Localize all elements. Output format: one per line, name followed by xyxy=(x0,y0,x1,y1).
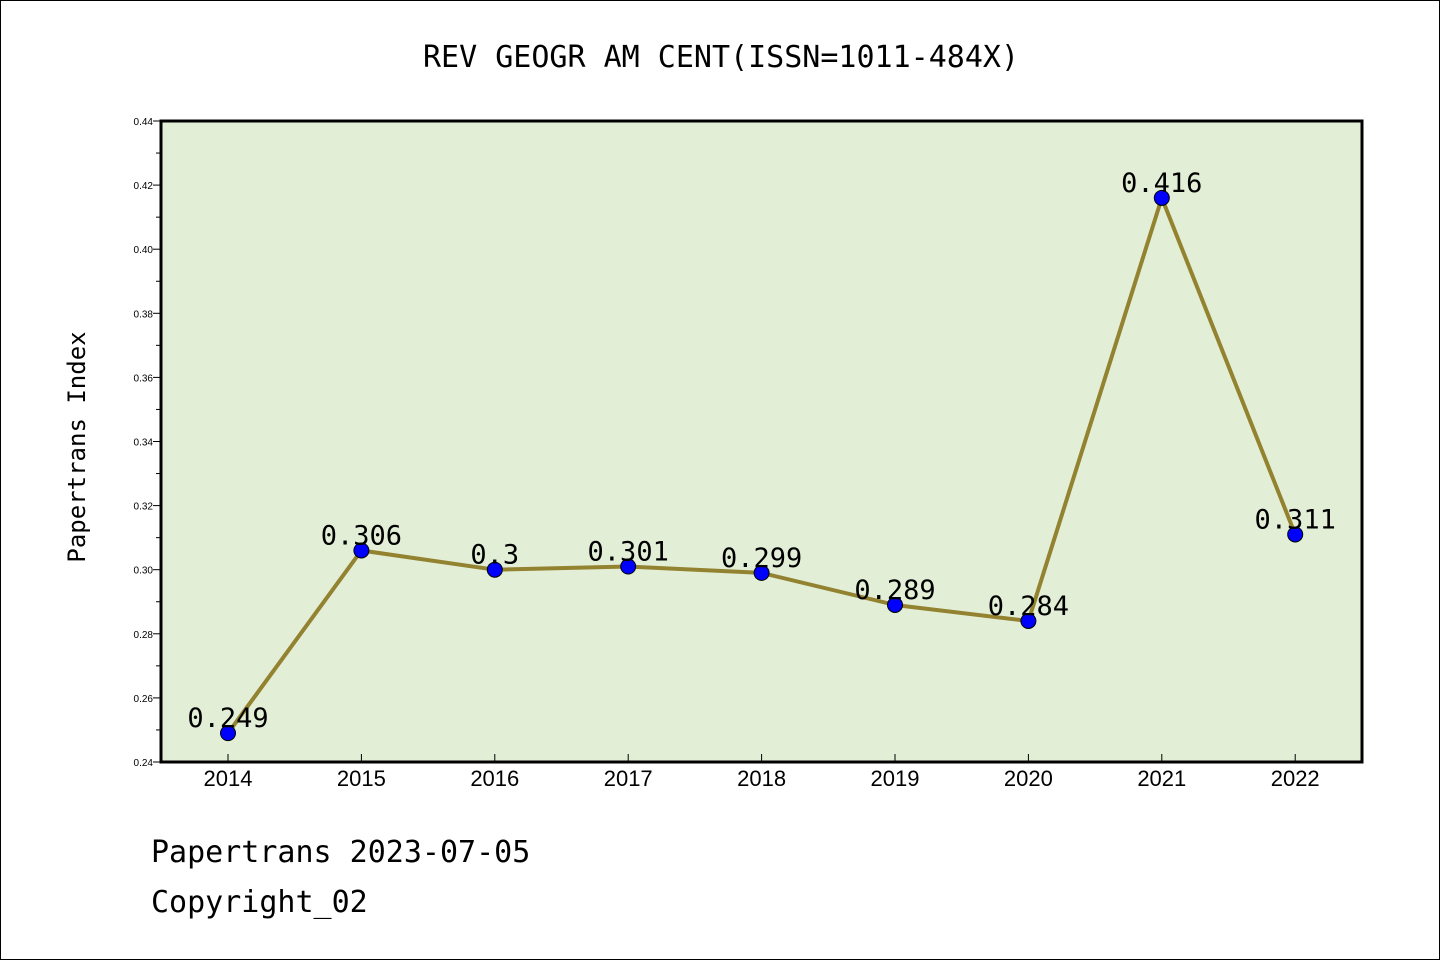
data-point xyxy=(887,596,903,613)
footer-date: Papertrans 2023-07-05 xyxy=(151,835,531,870)
data-label: 0.416 xyxy=(1121,168,1202,199)
y-tick-label: 0.42 xyxy=(134,181,154,192)
x-tick-label: 2020 xyxy=(1004,766,1053,791)
x-tick-label: 2021 xyxy=(1137,766,1186,791)
x-tick-label: 2015 xyxy=(337,766,386,791)
data-label: 0.3 xyxy=(470,540,519,571)
data-label: 0.249 xyxy=(187,703,268,734)
y-axis: 0.24 0.26 0.28 0.30 0.32 0.34 0.36 0.38 0.40 0.42… xyxy=(134,117,161,769)
x-tick-label: 2016 xyxy=(470,766,519,791)
y-tick-label: 0.34 xyxy=(134,438,154,449)
x-tick-label: 2014 xyxy=(204,766,253,791)
x-tick-label: 2017 xyxy=(604,766,653,791)
y-tick-label: 0.36 xyxy=(134,373,154,384)
data-label: 0.299 xyxy=(721,543,802,574)
y-tick-label: 0.30 xyxy=(134,566,154,577)
x-axis: 2014 2015 2016 2017 2018 2019 2020 2021 2022 xyxy=(204,754,1320,791)
footer-copyright: Copyright_02 xyxy=(151,885,368,920)
data-label: 0.306 xyxy=(321,520,402,551)
data-point xyxy=(753,564,770,581)
y-tick-label: 0.40 xyxy=(134,245,154,256)
y-tick-label: 0.44 xyxy=(134,117,154,128)
data-label: 0.289 xyxy=(854,575,935,606)
data-label: 0.311 xyxy=(1255,504,1336,535)
y-tick-label: 0.26 xyxy=(134,694,154,705)
data-point xyxy=(353,542,370,559)
y-axis-label: Papertrans Index xyxy=(63,331,91,562)
y-tick-label: 0.28 xyxy=(134,630,154,641)
data-point xyxy=(1153,189,1170,206)
x-tick-label: 2019 xyxy=(871,766,920,791)
data-point xyxy=(620,558,637,575)
data-point xyxy=(1287,526,1304,543)
data-point xyxy=(220,725,236,742)
data-label: 0.301 xyxy=(588,536,669,567)
y-tick-label: 0.38 xyxy=(134,309,154,320)
y-tick-label: 0.24 xyxy=(134,758,154,769)
x-tick-label: 2018 xyxy=(737,766,786,791)
data-point xyxy=(486,561,503,578)
series-group: 0.249 0.306 0.3 0.301 0.299 0.289 0.284 0.416 0.… xyxy=(187,168,1336,742)
x-tick-label: 2022 xyxy=(1271,766,1320,791)
y-tick-label: 0.32 xyxy=(134,502,154,513)
data-point xyxy=(1020,612,1037,629)
plot-area xyxy=(159,119,1364,764)
data-label: 0.284 xyxy=(988,591,1069,622)
chart-title: REV GEOGR AM CENT(ISSN=1011-484X) xyxy=(423,40,1019,75)
